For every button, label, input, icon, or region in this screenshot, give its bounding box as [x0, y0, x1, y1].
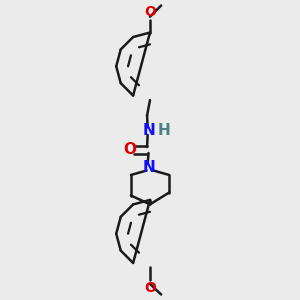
Text: N: N [143, 160, 156, 175]
Text: O: O [144, 5, 156, 19]
Text: H: H [158, 123, 170, 138]
Text: N: N [142, 123, 155, 138]
Text: O: O [144, 281, 156, 295]
Text: O: O [123, 142, 136, 158]
